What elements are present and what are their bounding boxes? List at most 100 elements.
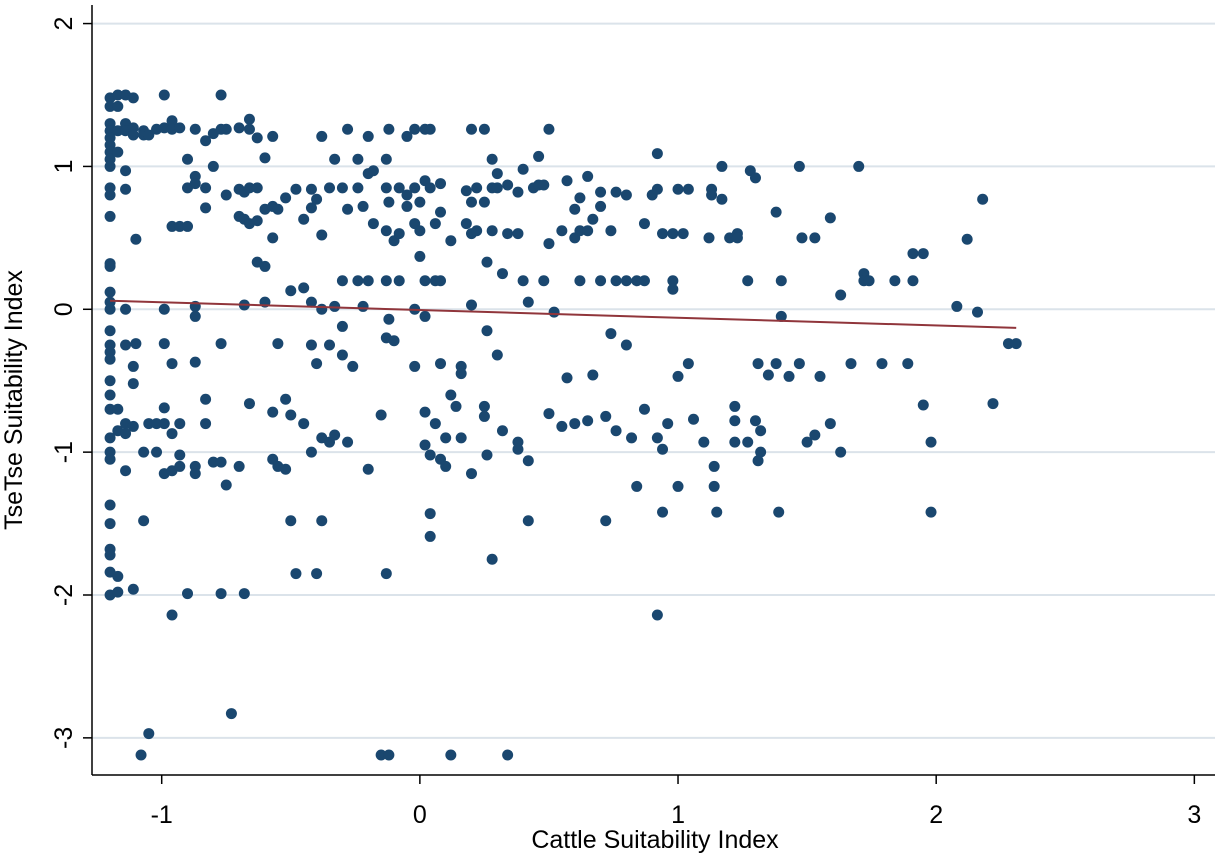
- y-tick-label: 2: [50, 17, 78, 31]
- point: [775, 275, 787, 287]
- point: [120, 339, 132, 351]
- point: [342, 203, 354, 215]
- point: [380, 275, 392, 287]
- point: [342, 436, 354, 448]
- point: [158, 402, 170, 414]
- point: [471, 225, 483, 237]
- point: [491, 168, 503, 180]
- point: [478, 196, 490, 208]
- point: [620, 339, 632, 351]
- point: [987, 398, 999, 410]
- point: [120, 303, 132, 315]
- point: [706, 183, 718, 195]
- point: [285, 515, 297, 527]
- point: [267, 406, 279, 418]
- point: [561, 175, 573, 187]
- point: [708, 460, 720, 472]
- point: [845, 358, 857, 370]
- point: [130, 233, 142, 245]
- x-tick-label: -1: [151, 801, 173, 829]
- point: [215, 89, 227, 101]
- point: [638, 403, 650, 415]
- point: [158, 303, 170, 315]
- y-tick-label: -3: [50, 727, 78, 749]
- fit-line: [110, 299, 1017, 329]
- point: [424, 508, 436, 520]
- point: [853, 160, 865, 172]
- point: [189, 356, 201, 368]
- point: [290, 183, 302, 195]
- point: [793, 160, 805, 172]
- point: [401, 200, 413, 212]
- point: [682, 358, 694, 370]
- point: [440, 432, 452, 444]
- point: [729, 400, 741, 412]
- point: [174, 418, 186, 430]
- point: [481, 256, 493, 268]
- point: [233, 122, 245, 134]
- point: [305, 339, 317, 351]
- point: [435, 178, 447, 190]
- point: [543, 408, 555, 420]
- point: [824, 418, 836, 430]
- point: [138, 446, 150, 458]
- point: [104, 303, 116, 315]
- point: [174, 220, 186, 232]
- point: [243, 398, 255, 410]
- point: [814, 370, 826, 382]
- point: [762, 369, 774, 381]
- point: [311, 193, 323, 205]
- point: [486, 153, 498, 165]
- point: [316, 303, 328, 315]
- point: [587, 369, 599, 381]
- point: [651, 148, 663, 160]
- point: [166, 609, 178, 621]
- point: [104, 260, 116, 272]
- point: [543, 123, 555, 135]
- point: [352, 153, 364, 165]
- point: [711, 506, 723, 518]
- point: [595, 186, 607, 198]
- point: [667, 228, 679, 240]
- point: [486, 553, 498, 565]
- point: [419, 275, 431, 287]
- point: [112, 100, 124, 112]
- point: [698, 436, 710, 448]
- point: [380, 153, 392, 165]
- point: [491, 182, 503, 194]
- point: [517, 163, 529, 175]
- point: [749, 415, 761, 427]
- point: [243, 113, 255, 125]
- point: [290, 568, 302, 580]
- point: [600, 410, 612, 422]
- point: [708, 480, 720, 492]
- point: [104, 432, 116, 444]
- point: [383, 313, 395, 325]
- point: [543, 238, 555, 250]
- point: [112, 570, 124, 582]
- point: [435, 358, 447, 370]
- point: [538, 179, 550, 191]
- point: [491, 349, 503, 361]
- point: [496, 268, 508, 280]
- point: [158, 89, 170, 101]
- point: [486, 225, 498, 237]
- point: [835, 446, 847, 458]
- point: [672, 480, 684, 492]
- point: [548, 306, 560, 318]
- point: [667, 283, 679, 295]
- point: [182, 153, 194, 165]
- x-tick-label: 2: [929, 801, 943, 829]
- point: [158, 418, 170, 430]
- point: [419, 310, 431, 322]
- point: [220, 123, 232, 135]
- point: [876, 358, 888, 370]
- point: [305, 296, 317, 308]
- point: [151, 446, 163, 458]
- point: [917, 399, 929, 411]
- point: [419, 406, 431, 418]
- point: [127, 129, 139, 141]
- point: [367, 218, 379, 230]
- point: [104, 389, 116, 401]
- point: [127, 360, 139, 372]
